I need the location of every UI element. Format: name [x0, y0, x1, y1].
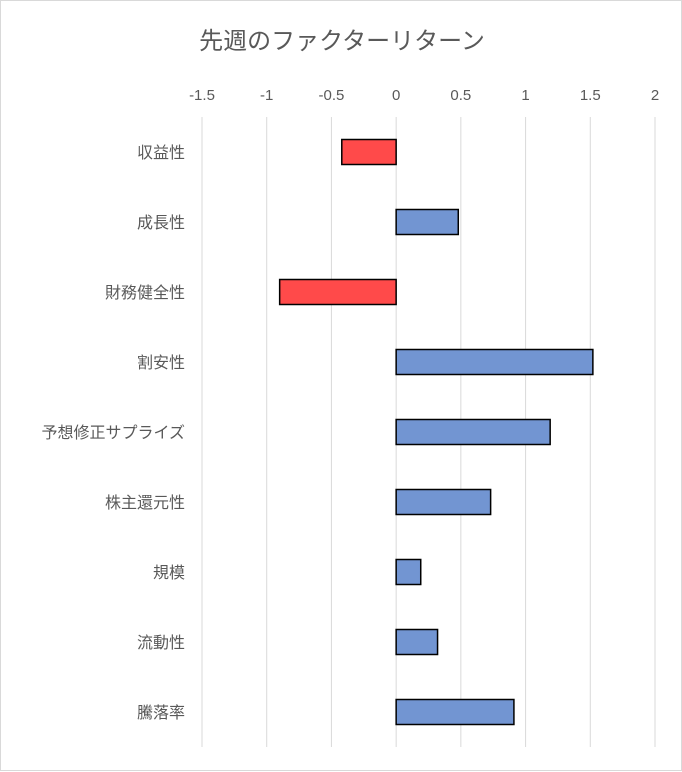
- category-label: 株主還元性: [105, 493, 185, 512]
- bar: [395, 488, 492, 516]
- x-tick-label: 0.5: [450, 87, 471, 104]
- bar: [395, 558, 422, 586]
- x-tick-label: -1.5: [189, 87, 215, 104]
- x-tick-label: 1.5: [580, 87, 601, 104]
- category-label: 成長性: [137, 213, 185, 232]
- category-label: 収益性: [137, 143, 185, 162]
- x-tick-label: 2: [651, 87, 659, 104]
- category-label: 財務健全性: [105, 283, 185, 302]
- x-axis-tick-labels: -1.5 -1 -0.5 0 0.5 1 1.5 2: [189, 87, 659, 104]
- category-label: 割安性: [137, 353, 185, 372]
- bar: [395, 348, 594, 376]
- x-tick-label: -0.5: [318, 87, 344, 104]
- category-label: 騰落率: [137, 703, 185, 722]
- bar: [395, 628, 439, 656]
- x-tick-label: 1: [521, 87, 529, 104]
- category-label: 流動性: [137, 633, 185, 652]
- bars: [278, 138, 594, 726]
- category-label: 規模: [153, 563, 185, 582]
- x-tick-label: -1: [260, 87, 273, 104]
- bar: [395, 418, 551, 446]
- category-label: 予想修正サプライズ: [41, 423, 185, 442]
- x-tick-label: 0: [392, 87, 400, 104]
- chart-title: 先週のファクターリターン: [199, 27, 485, 55]
- bar: [278, 278, 397, 306]
- bar: [341, 138, 397, 166]
- bar: [395, 698, 515, 726]
- bar: [395, 208, 460, 236]
